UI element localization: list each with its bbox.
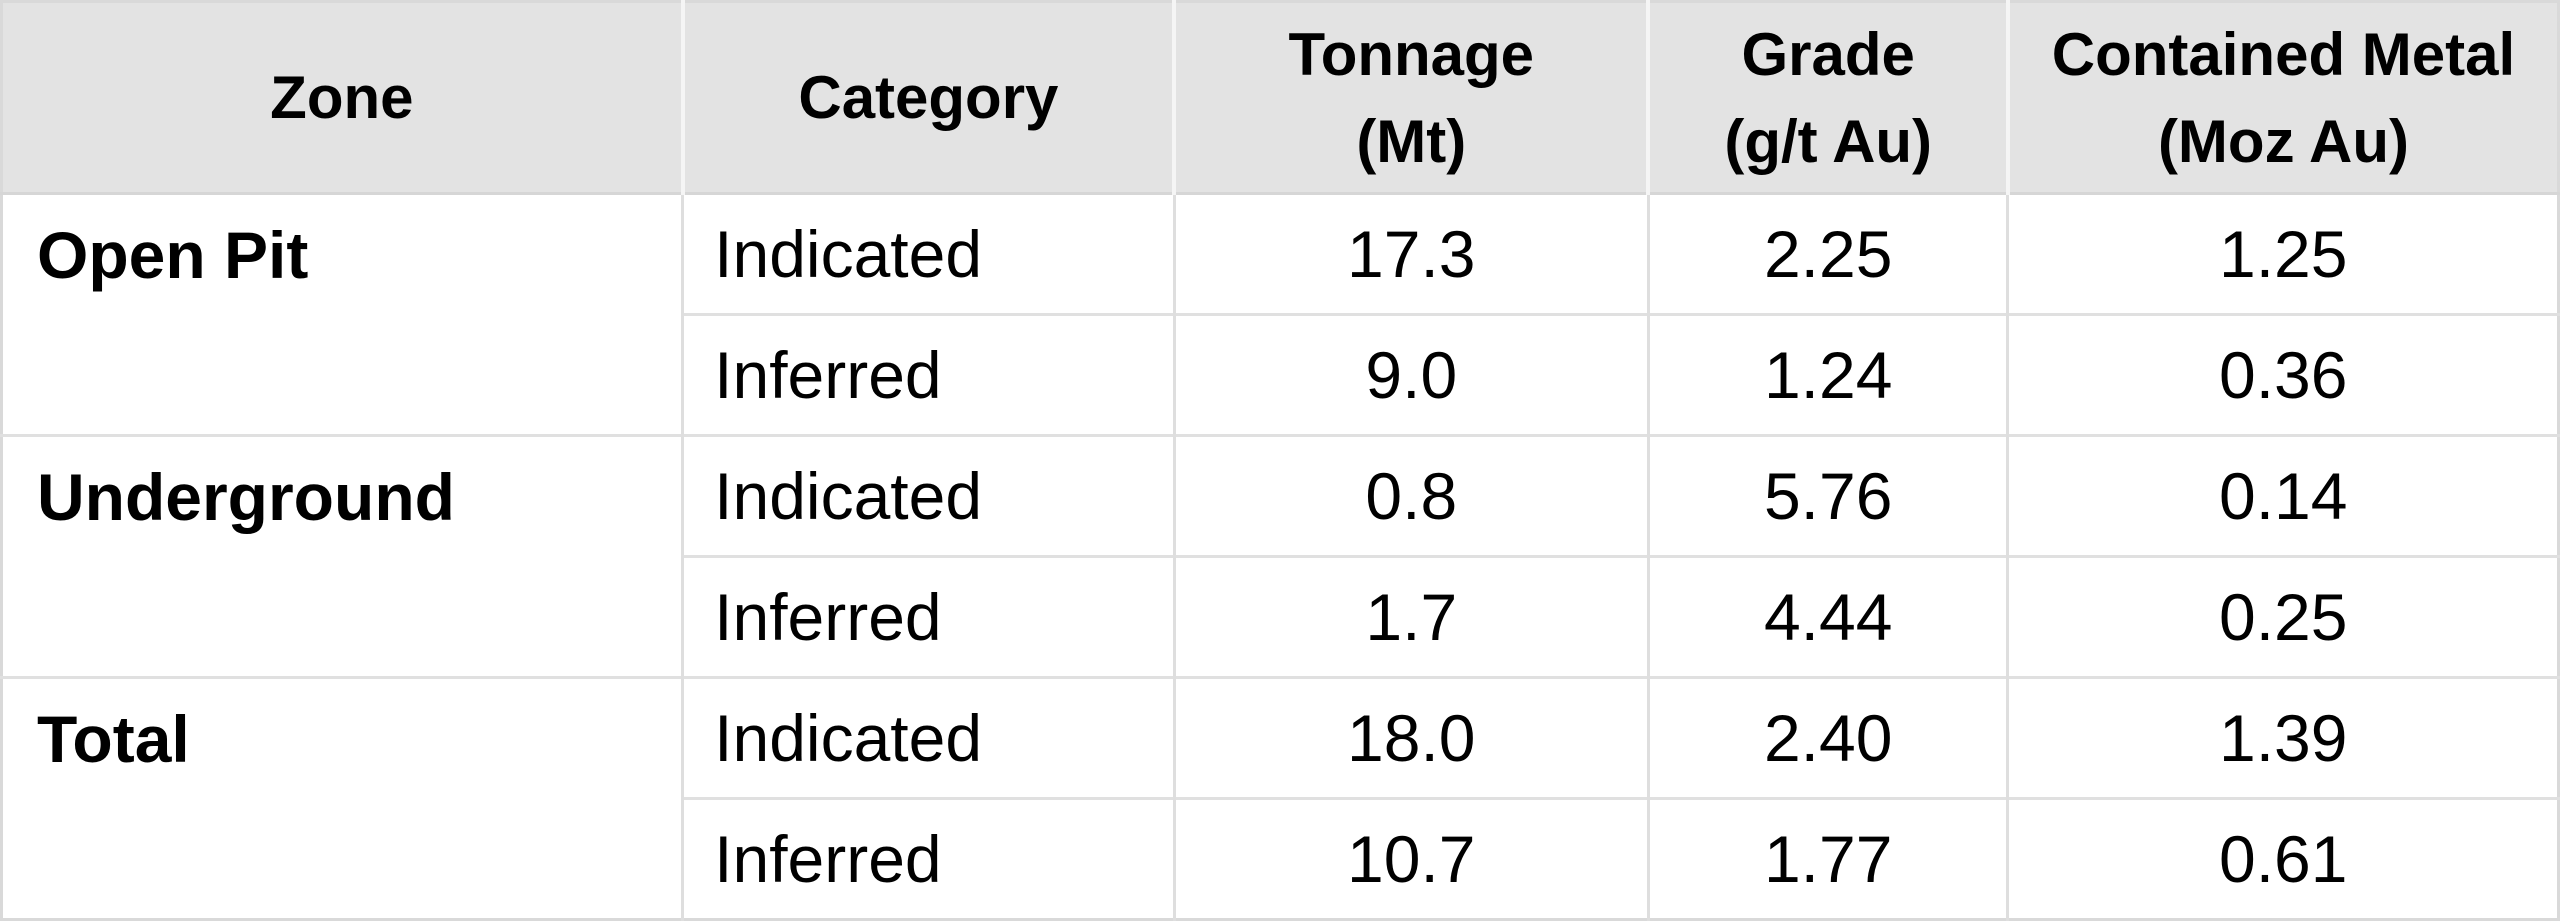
table-body: Open Pit Indicated 17.3 2.25 1.25 Inferr… <box>1 192 2559 920</box>
category-cell: Indicated <box>681 192 1175 315</box>
column-header-metal: Contained Metal (Moz Au) <box>2005 1 2559 195</box>
contained-metal-cell: 0.14 <box>2006 434 2559 557</box>
table-row: Underground Indicated 0.8 5.76 0.14 <box>1 434 2559 678</box>
column-header-tonnage-line2: (Mt) <box>1356 107 1467 175</box>
header-row: Zone Category Tonnage (Mt) Grade (g/t Au… <box>1 1 2559 195</box>
grade-cell: 2.40 <box>1646 676 2008 799</box>
table-header: Zone Category Tonnage (Mt) Grade (g/t Au… <box>1 1 2559 195</box>
column-header-metal-line2: (Moz Au) <box>2157 107 2409 175</box>
table-row: Open Pit Indicated 17.3 2.25 1.25 <box>1 192 2559 436</box>
column-header-grade-line2: (g/t Au) <box>1724 107 1933 175</box>
column-header-tonnage-line1: Tonnage <box>1288 20 1535 88</box>
category-cell: Indicated <box>681 434 1175 557</box>
table-row: Inferred 1.7 4.44 0.25 <box>2 555 2559 678</box>
category-cell: Inferred <box>681 797 1175 920</box>
table-row: Total Indicated 18.0 2.40 1.39 <box>1 676 2559 920</box>
tonnage-cell: 1.7 <box>1172 555 1649 678</box>
contained-metal-cell: 0.25 <box>2006 555 2559 678</box>
table-row: Inferred 10.7 1.77 0.61 <box>2 797 2559 920</box>
tonnage-cell: 9.0 <box>1172 313 1649 436</box>
tonnage-cell: 18.0 <box>1172 676 1649 799</box>
column-header-zone: Zone <box>1 1 683 195</box>
tonnage-cell: 0.8 <box>1172 434 1649 557</box>
grade-cell: 1.24 <box>1646 313 2008 436</box>
column-header-grade: Grade (g/t Au) <box>1646 1 2008 195</box>
grade-cell: 5.76 <box>1646 434 2008 557</box>
table-row: Inferred 9.0 1.24 0.36 <box>2 313 2559 436</box>
tonnage-cell: 10.7 <box>1172 797 1649 920</box>
category-cell: Inferred <box>681 313 1175 436</box>
grade-cell: 2.25 <box>1646 192 2008 315</box>
column-header-tonnage: Tonnage (Mt) <box>1172 1 1649 195</box>
contained-metal-cell: 1.25 <box>2006 192 2559 315</box>
category-cell: Inferred <box>681 555 1175 678</box>
grade-cell: 1.77 <box>1646 797 2008 920</box>
zone-cell-total: Total <box>1 676 683 920</box>
tonnage-cell: 17.3 <box>1172 192 1649 315</box>
column-header-metal-line1: Contained Metal <box>2051 20 2516 88</box>
grade-cell: 4.44 <box>1646 555 2008 678</box>
category-cell: Indicated <box>681 676 1175 799</box>
zone-cell-open-pit: Open Pit <box>1 192 683 436</box>
contained-metal-cell: 0.36 <box>2006 313 2559 436</box>
zone-cell-underground: Underground <box>1 434 683 678</box>
column-header-category: Category <box>680 1 1175 195</box>
column-header-grade-line1: Grade <box>1741 20 1915 88</box>
column-header-category-label: Category <box>798 64 1059 131</box>
contained-metal-cell: 1.39 <box>2006 676 2559 799</box>
column-header-zone-label: Zone <box>270 64 414 131</box>
contained-metal-cell: 0.61 <box>2006 797 2559 920</box>
